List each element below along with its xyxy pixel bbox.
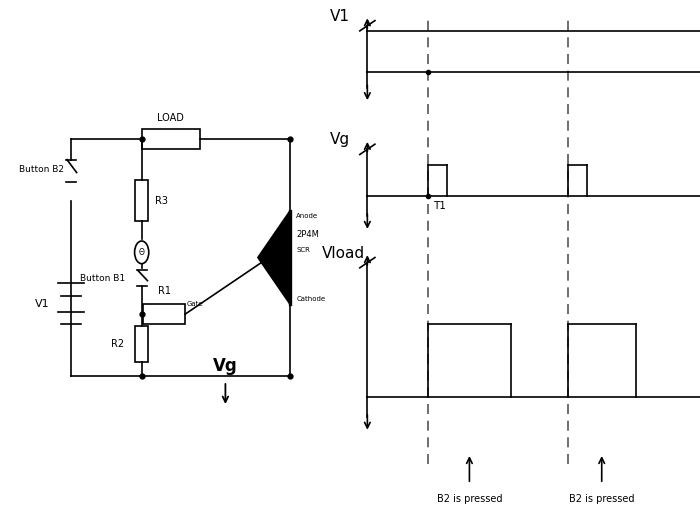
Bar (135, 180, 148, 221)
Bar (144, 304, 185, 324)
Text: Vg: Vg (213, 357, 238, 375)
Text: T1: T1 (433, 200, 447, 211)
Text: V1: V1 (34, 299, 49, 309)
Text: V1: V1 (330, 9, 349, 24)
Text: LOAD: LOAD (158, 113, 184, 123)
Text: R2: R2 (111, 339, 124, 349)
Text: Vload: Vload (322, 246, 365, 261)
Text: SCR: SCR (296, 247, 310, 253)
Text: B2 is pressed: B2 is pressed (569, 494, 634, 504)
Text: Cathode: Cathode (296, 296, 326, 302)
Text: Vg: Vg (330, 132, 350, 147)
Text: 2P4M: 2P4M (296, 230, 319, 239)
Text: R1: R1 (158, 285, 171, 296)
Text: Anode: Anode (296, 213, 318, 219)
Text: Button B2: Button B2 (20, 165, 64, 175)
Text: Button B1: Button B1 (80, 273, 125, 283)
Bar (135, 326, 148, 362)
Text: Gate: Gate (187, 301, 204, 307)
Text: B2 is pressed: B2 is pressed (437, 494, 502, 504)
Text: R3: R3 (155, 196, 167, 206)
Text: Θ: Θ (139, 248, 145, 257)
Bar (141, 129, 199, 149)
Polygon shape (258, 211, 290, 304)
